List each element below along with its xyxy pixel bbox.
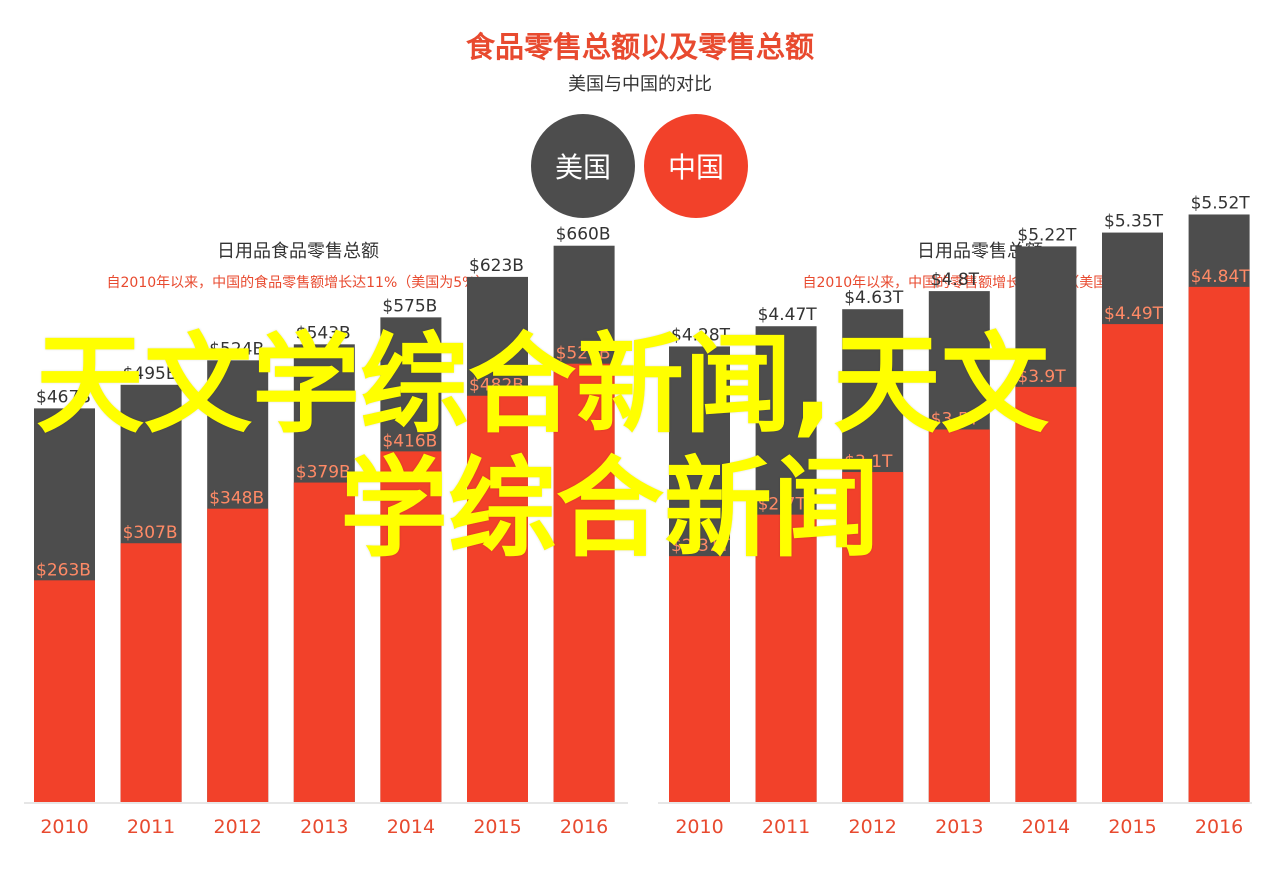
value-label-china-2011: $307B xyxy=(123,523,178,543)
x-tick-2010: 2010 xyxy=(40,816,88,838)
x-tick-2013: 2013 xyxy=(300,816,348,838)
x-tick-2014: 2014 xyxy=(1022,816,1070,838)
value-label-us-2013: $4.8T xyxy=(931,270,980,290)
x-tick-2015: 2015 xyxy=(1108,816,1156,838)
bar-china-2014 xyxy=(1015,387,1076,802)
x-tick-2015: 2015 xyxy=(473,816,521,838)
x-tick-2016: 2016 xyxy=(1195,816,1243,838)
panel-subtitle: 自2010年以来，中国的食品零售额增长达11%（美国为5%） xyxy=(107,274,490,291)
x-tick-2010: 2010 xyxy=(675,816,723,838)
value-label-china-2010: $263B xyxy=(36,560,91,580)
bar-china-2016 xyxy=(1189,287,1250,802)
bar-china-2011 xyxy=(121,543,182,802)
watermark-line-1: 天文学综合新闻,天文 xyxy=(36,332,1049,440)
x-tick-2013: 2013 xyxy=(935,816,983,838)
value-label-china-2012: $348B xyxy=(209,489,264,509)
x-tick-2016: 2016 xyxy=(560,816,608,838)
x-tick-2011: 2011 xyxy=(762,816,810,838)
value-label-us-2015: $5.35T xyxy=(1104,212,1164,232)
bar-china-2010 xyxy=(669,556,730,802)
x-tick-2012: 2012 xyxy=(214,816,262,838)
bar-china-2012 xyxy=(207,509,268,802)
bar-china-2010 xyxy=(34,580,95,802)
value-label-us-2014: $575B xyxy=(382,296,437,316)
value-label-us-2012: $4.63T xyxy=(844,288,904,308)
value-label-us-2014: $5.22T xyxy=(1017,225,1077,245)
panel-title: 日用品食品零售总额 xyxy=(217,241,379,262)
watermark-line-2: 学综合新闻 xyxy=(340,456,880,564)
bar-china-2013 xyxy=(929,429,990,802)
value-label-us-2016: $660B xyxy=(556,225,611,245)
value-label-china-2016: $4.84T xyxy=(1191,267,1251,287)
x-tick-2012: 2012 xyxy=(849,816,897,838)
value-label-us-2015: $623B xyxy=(469,256,524,276)
value-label-china-2015: $4.49T xyxy=(1104,304,1164,324)
x-tick-2011: 2011 xyxy=(127,816,175,838)
value-label-us-2016: $5.52T xyxy=(1191,193,1251,213)
bar-china-2015 xyxy=(1102,324,1163,802)
x-tick-2014: 2014 xyxy=(387,816,435,838)
